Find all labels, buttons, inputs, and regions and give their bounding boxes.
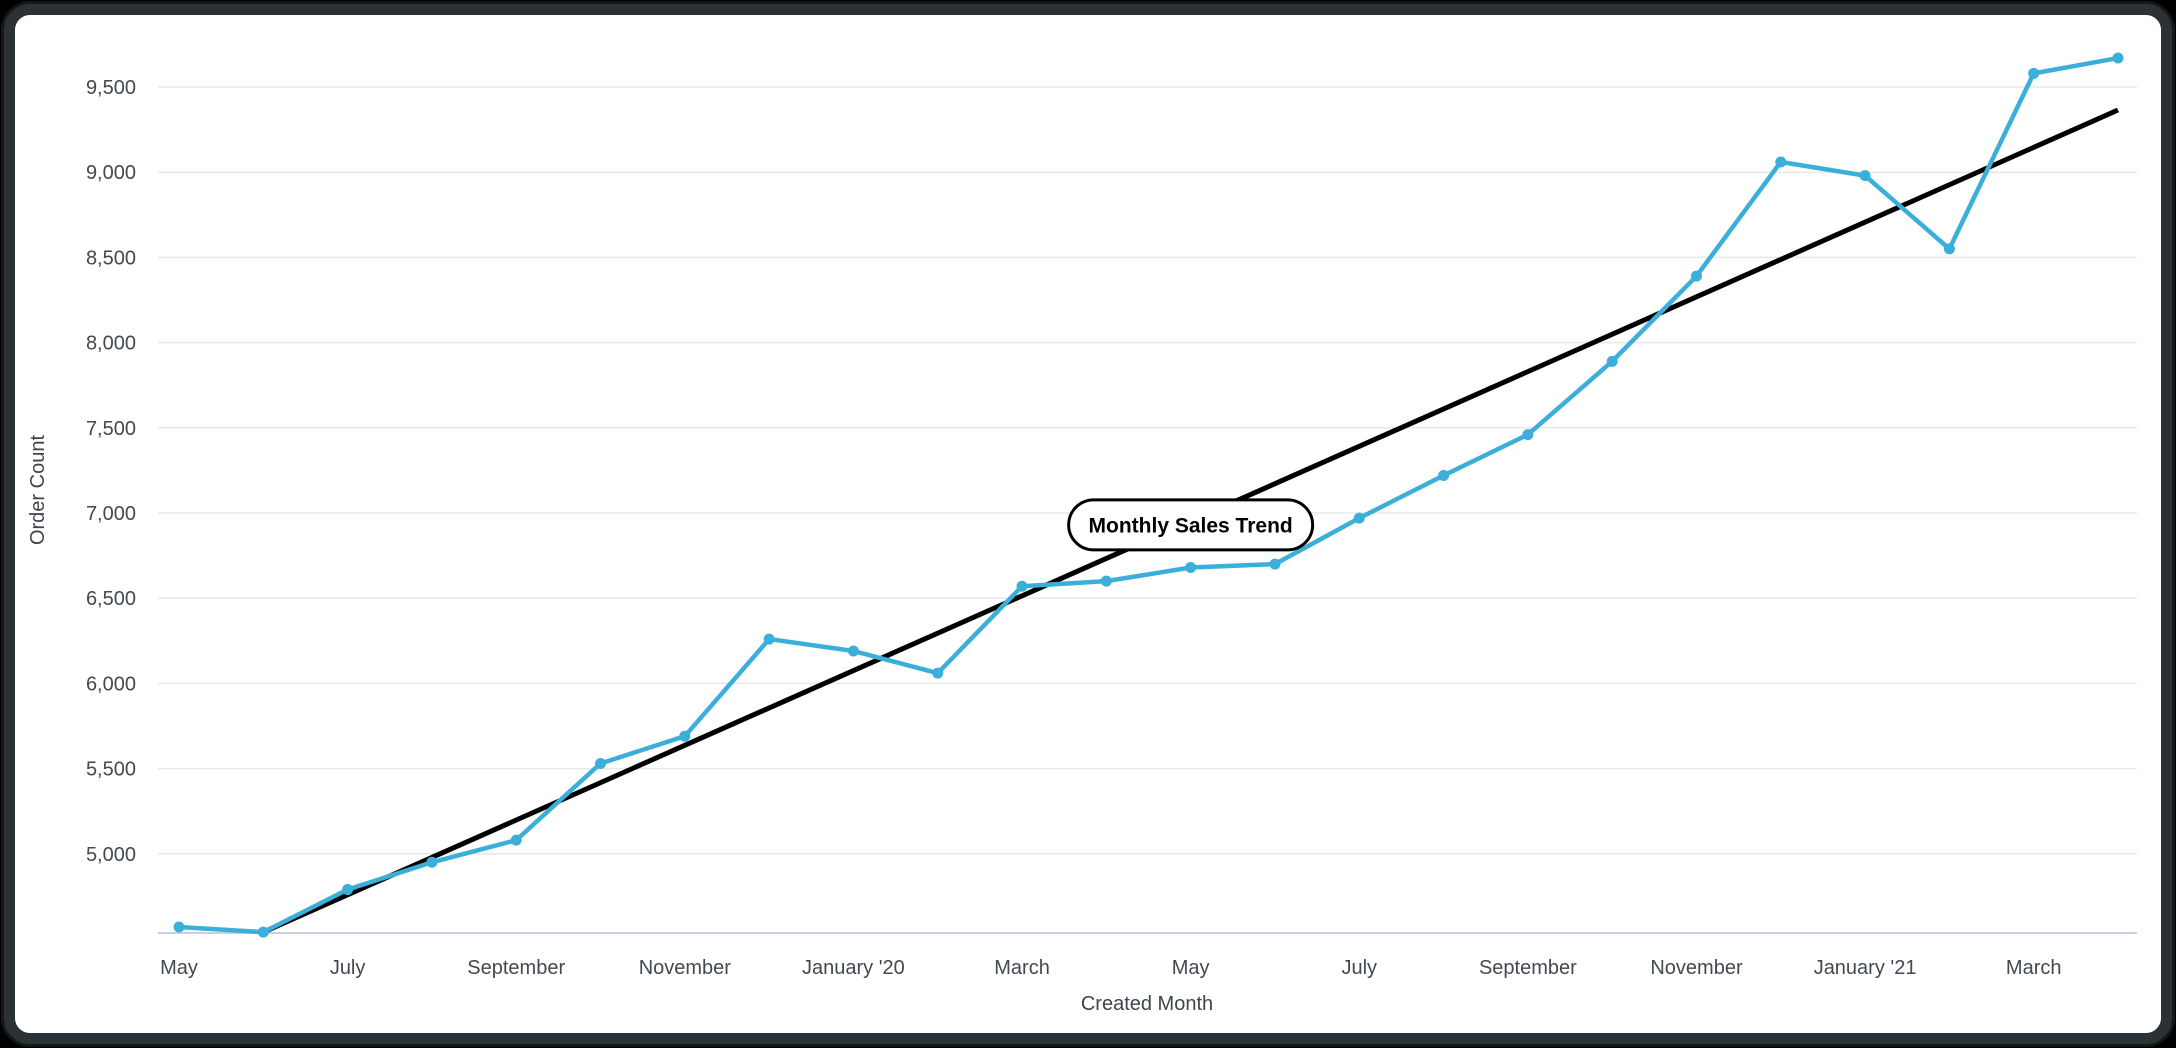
data-point[interactable] <box>1185 562 1197 574</box>
x-tick-label: September <box>1479 957 1577 979</box>
annotation-bubble: Monthly Sales Trend <box>1067 498 1315 552</box>
x-tick-label: March <box>2006 957 2062 979</box>
y-tick-label: 5,000 <box>86 844 136 866</box>
annotation-label: Monthly Sales Trend <box>1089 514 1293 537</box>
data-point[interactable] <box>173 921 185 933</box>
y-tick-label: 7,500 <box>86 418 136 440</box>
y-tick-label: 5,500 <box>86 759 136 781</box>
y-tick-label: 8,500 <box>86 247 136 269</box>
y-tick-label: 9,000 <box>86 162 136 184</box>
data-point[interactable] <box>1353 512 1365 524</box>
annotation-bubble-outline <box>1067 498 1315 552</box>
x-axis-tick-labels: May July September November January '20 March… <box>160 957 2061 979</box>
data-point[interactable] <box>342 884 354 896</box>
data-point[interactable] <box>1859 170 1871 182</box>
data-point[interactable] <box>2112 52 2124 64</box>
data-point[interactable] <box>426 856 438 868</box>
data-point[interactable] <box>1438 470 1450 482</box>
y-tick-label: 8,000 <box>86 333 136 355</box>
data-point[interactable] <box>1269 558 1281 570</box>
x-tick-label: November <box>639 957 732 979</box>
series-line <box>176 55 2121 935</box>
x-tick-label: May <box>1172 957 1210 979</box>
data-point[interactable] <box>2028 67 2040 79</box>
data-point[interactable] <box>595 757 607 769</box>
x-tick-label: March <box>994 957 1050 979</box>
y-tick-label: 7,000 <box>86 503 136 525</box>
data-point[interactable] <box>1775 156 1787 168</box>
y-axis-title: Order Count <box>27 435 49 545</box>
data-point[interactable] <box>257 926 269 938</box>
x-tick-label: July <box>1341 957 1377 979</box>
data-point[interactable] <box>1690 270 1702 282</box>
x-tick-label: September <box>467 957 565 979</box>
data-point[interactable] <box>932 667 944 679</box>
x-tick-label: January '21 <box>1814 957 1917 979</box>
x-tick-label: May <box>160 957 198 979</box>
data-point[interactable] <box>510 834 522 846</box>
x-tick-label: November <box>1650 957 1743 979</box>
data-point[interactable] <box>847 645 859 657</box>
y-axis-tick-labels: 5,000 5,500 6,000 6,500 7,000 7,500 8,000 8,500… <box>86 77 136 866</box>
data-point[interactable] <box>1522 429 1534 441</box>
data-point[interactable] <box>1943 243 1955 255</box>
data-point[interactable] <box>1606 355 1618 367</box>
y-tick-label: 6,000 <box>86 673 136 695</box>
data-point[interactable] <box>1016 580 1028 592</box>
gridlines <box>158 86 2137 855</box>
y-tick-label: 6,500 <box>86 588 136 610</box>
data-point[interactable] <box>679 730 691 742</box>
series-markers <box>173 52 2124 938</box>
x-tick-label: January '20 <box>802 957 905 979</box>
data-point[interactable] <box>763 633 775 645</box>
data-point[interactable] <box>1100 575 1112 587</box>
y-tick-label: 9,500 <box>86 77 136 99</box>
x-axis-title: Created Month <box>1081 993 1213 1015</box>
x-tick-label: July <box>330 957 366 979</box>
